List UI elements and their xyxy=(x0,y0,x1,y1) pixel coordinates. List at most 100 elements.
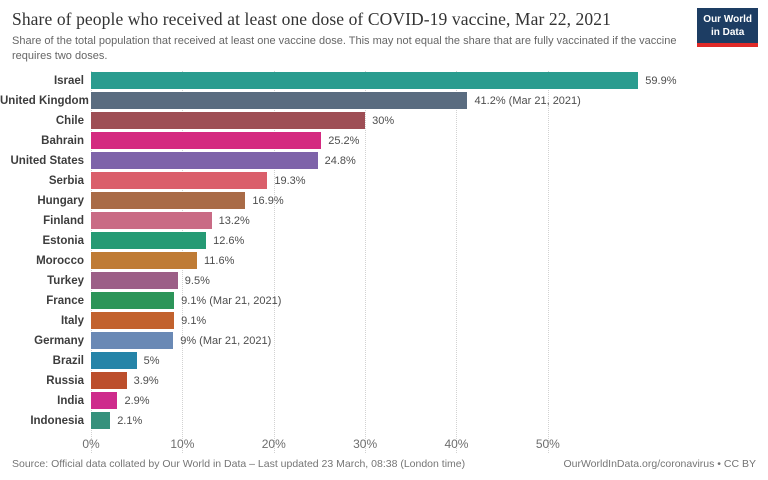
value-label: 11.6% xyxy=(203,254,235,267)
table-row: Brazil 5% xyxy=(0,351,768,371)
table-row: Turkey 9.5% xyxy=(0,271,768,291)
x-axis-tick: 40% xyxy=(444,436,469,451)
table-row: Italy 9.1% xyxy=(0,311,768,331)
value-label: 9.1% (Mar 21, 2021) xyxy=(181,294,282,307)
bar xyxy=(91,192,246,210)
bar-track: 2.1% xyxy=(91,411,758,431)
value-label: 2.9% xyxy=(124,394,150,407)
country-label: Israel xyxy=(53,74,84,87)
bar-chart: Israel 59.9% United Kingdom 41.2% (Mar 2… xyxy=(0,70,768,455)
x-axis-tick: 0% xyxy=(82,436,100,451)
value-label: 13.2% xyxy=(218,214,250,227)
value-label: 25.2% xyxy=(328,134,360,147)
bar-track: 13.2% xyxy=(91,211,758,231)
bar xyxy=(91,412,111,430)
country-label: Germany xyxy=(34,334,84,347)
owid-link[interactable]: OurWorldInData.org/coronavirus • CC BY xyxy=(563,458,756,470)
country-label: Finland xyxy=(43,214,84,227)
country-label: Brazil xyxy=(52,354,84,367)
bar-track: 30% xyxy=(91,111,758,131)
source-note: Source: Official data collated by Our Wo… xyxy=(12,458,466,470)
table-row: Israel 59.9% xyxy=(0,71,768,91)
country-label: Italy xyxy=(60,314,84,327)
table-row: Bahrain 25.2% xyxy=(0,131,768,151)
country-label: Bahrain xyxy=(41,134,84,147)
bar-track: 59.9% xyxy=(91,71,758,91)
table-row: Estonia 12.6% xyxy=(0,231,768,251)
bar xyxy=(91,112,366,130)
table-row: Germany 9% (Mar 21, 2021) xyxy=(0,331,768,351)
country-label: France xyxy=(46,294,84,307)
bar-track: 3.9% xyxy=(91,371,758,391)
table-row: Morocco 11.6% xyxy=(0,251,768,271)
table-row: United Kingdom 41.2% (Mar 21, 2021) xyxy=(0,91,768,111)
table-row: Hungary 16.9% xyxy=(0,191,768,211)
table-row: India 2.9% xyxy=(0,391,768,411)
gridline xyxy=(547,70,549,453)
value-label: 5% xyxy=(143,354,160,367)
bar xyxy=(91,312,175,330)
bar xyxy=(91,252,197,270)
value-label: 12.6% xyxy=(213,234,245,247)
bar-track: 24.8% xyxy=(91,151,758,171)
chart-header: Share of people who received at least on… xyxy=(0,0,768,64)
country-label: United States xyxy=(10,154,85,167)
value-label: 16.9% xyxy=(252,194,284,207)
country-label: Chile xyxy=(55,114,84,127)
owid-logo-line2: in Data xyxy=(710,27,745,38)
value-label: 2.1% xyxy=(117,414,143,427)
bar-track: 19.3% xyxy=(91,171,758,191)
bar-track: 41.2% (Mar 21, 2021) xyxy=(91,91,758,111)
table-row: Serbia 19.3% xyxy=(0,171,768,191)
bar xyxy=(91,272,178,290)
bar-track: 9% (Mar 21, 2021) xyxy=(91,331,758,351)
country-label: Russia xyxy=(46,374,84,387)
value-label: 24.8% xyxy=(324,154,356,167)
plot-area: Israel 59.9% United Kingdom 41.2% (Mar 2… xyxy=(0,70,768,453)
x-axis-tick: 20% xyxy=(261,436,286,451)
chart-subtitle: Share of the total population that recei… xyxy=(12,35,677,62)
country-label: Hungary xyxy=(37,194,84,207)
value-label: 9.1% xyxy=(181,314,207,327)
table-row: United States 24.8% xyxy=(0,151,768,171)
table-row: Finland 13.2% xyxy=(0,211,768,231)
bar-track: 11.6% xyxy=(91,251,758,271)
bar xyxy=(91,372,127,390)
value-label: 30% xyxy=(372,114,395,127)
bar-track: 5% xyxy=(91,351,758,371)
bar xyxy=(91,132,322,150)
rows: Israel 59.9% United Kingdom 41.2% (Mar 2… xyxy=(0,71,768,431)
x-axis-tick: 50% xyxy=(535,436,560,451)
table-row: Russia 3.9% xyxy=(0,371,768,391)
bar xyxy=(91,232,207,250)
owid-logo-line1: Our World xyxy=(703,14,752,25)
x-axis-tick: 30% xyxy=(353,436,378,451)
country-label: Turkey xyxy=(47,274,84,287)
bar xyxy=(91,392,118,410)
x-axis: 0% 10% 20% 30% 40% 50% xyxy=(82,431,758,455)
bar-track: 16.9% xyxy=(91,191,758,211)
bar-track: 2.9% xyxy=(91,391,758,411)
value-label: 19.3% xyxy=(274,174,306,187)
table-row: Chile 30% xyxy=(0,111,768,131)
bar xyxy=(91,172,268,190)
value-label: 3.9% xyxy=(133,374,159,387)
country-label: Estonia xyxy=(42,234,84,247)
bar xyxy=(91,152,318,170)
chart-footer: Source: Official data collated by Our Wo… xyxy=(12,458,756,470)
country-label: Indonesia xyxy=(30,414,84,427)
bar-track: 9.5% xyxy=(91,271,758,291)
value-label: 9% (Mar 21, 2021) xyxy=(180,334,272,347)
value-label: 41.2% (Mar 21, 2021) xyxy=(474,94,581,107)
owid-logo: Our World in Data xyxy=(697,8,758,47)
bar xyxy=(91,72,639,90)
value-label: 9.5% xyxy=(184,274,210,287)
country-label: India xyxy=(57,394,84,407)
bar xyxy=(91,332,174,350)
x-axis-tick: 10% xyxy=(170,436,195,451)
gridline xyxy=(365,70,367,453)
bar xyxy=(91,292,175,310)
country-label: Morocco xyxy=(36,254,84,267)
value-label: 59.9% xyxy=(645,74,677,87)
gridline xyxy=(456,70,458,453)
